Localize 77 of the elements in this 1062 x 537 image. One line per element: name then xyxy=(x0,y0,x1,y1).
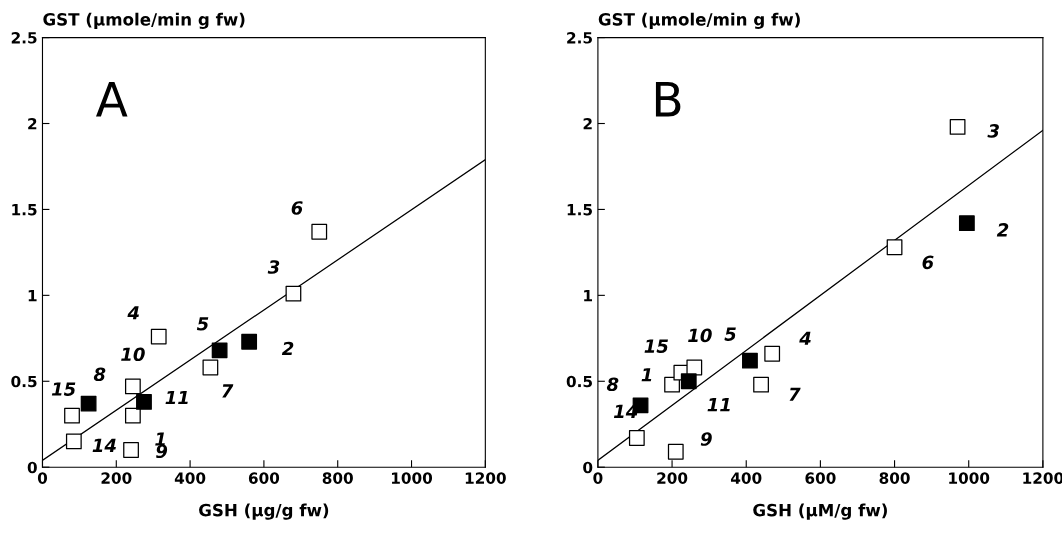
y-tick-label: 2.5 xyxy=(11,32,37,44)
annotation: 8 xyxy=(93,367,106,382)
y-tick-label: 1.5 xyxy=(567,204,592,216)
point xyxy=(764,345,781,362)
point xyxy=(949,119,966,135)
point xyxy=(241,333,258,350)
annotation: 5 xyxy=(724,327,736,341)
y-tick-label: 1 xyxy=(28,290,37,302)
point xyxy=(124,378,141,395)
annotation: 4 xyxy=(127,306,139,320)
y-axis-title: GST (µmole/min g fw) xyxy=(598,12,800,29)
text: B xyxy=(655,82,681,117)
x-tick-label: 1200 xyxy=(465,472,506,484)
annotation: 6 xyxy=(922,255,934,270)
annotation: 10 xyxy=(121,347,145,362)
point xyxy=(311,223,328,240)
y-tick-label: 0.5 xyxy=(11,375,37,388)
point xyxy=(64,407,80,424)
y-tick-label: 0 xyxy=(27,461,37,474)
point xyxy=(667,443,684,460)
point xyxy=(753,376,769,393)
x-axis-title: GSH (µM/g fw) xyxy=(753,503,887,520)
annotation: 3 xyxy=(987,124,999,138)
point xyxy=(742,352,758,369)
point xyxy=(211,342,228,359)
annotation: 7 xyxy=(789,387,801,401)
x-tick-label: 1000 xyxy=(949,472,990,484)
point xyxy=(285,285,302,302)
x-tick-label: 600 xyxy=(248,472,280,484)
y-tick-label: 0 xyxy=(583,461,593,474)
point xyxy=(202,359,219,376)
x-tick-label: 600 xyxy=(805,472,836,484)
annotation: 8 xyxy=(606,377,619,392)
annotation: 2 xyxy=(281,341,294,356)
x-tick-label: 200 xyxy=(657,472,688,484)
y-tick-label: 0.5 xyxy=(566,375,592,388)
point xyxy=(628,430,645,446)
y-tick-label: 1.5 xyxy=(12,204,37,216)
x-tick-label: 400 xyxy=(174,472,206,484)
text: A xyxy=(95,82,128,117)
point xyxy=(136,393,152,410)
y-tick-label: 1 xyxy=(584,290,592,302)
point xyxy=(80,395,97,412)
point xyxy=(124,407,141,424)
x-tick-label: 800 xyxy=(879,472,910,484)
annotation: 11 xyxy=(165,390,188,405)
y-tick-label: 2 xyxy=(28,117,37,130)
annotation: 11 xyxy=(707,398,730,412)
x-tick-label: 400 xyxy=(730,472,762,484)
annotation: 1 xyxy=(641,368,652,382)
point xyxy=(123,442,139,458)
annotation: 9 xyxy=(700,432,712,446)
annotation: 15 xyxy=(51,382,76,396)
annotation: 3 xyxy=(267,260,280,274)
point xyxy=(150,328,167,345)
point xyxy=(958,215,975,232)
x-tick-label: 800 xyxy=(322,472,353,484)
x-tick-label: 200 xyxy=(101,472,132,484)
y-tick-label: 2.5 xyxy=(567,32,592,44)
point xyxy=(65,433,82,450)
annotation: 9 xyxy=(156,444,168,459)
annotation: 2 xyxy=(996,223,1009,237)
annotation: 10 xyxy=(688,328,712,343)
annotation: 7 xyxy=(222,384,234,398)
annotation: 14 xyxy=(92,438,116,452)
x-axis-title: GSH (µg/g fw) xyxy=(199,503,329,520)
point xyxy=(680,373,697,390)
y-tick-label: 2 xyxy=(583,117,592,130)
annotation: 6 xyxy=(291,201,303,215)
annotation: 5 xyxy=(196,317,209,331)
x-tick-label: 0 xyxy=(37,472,48,484)
point xyxy=(886,239,903,256)
annotation: 4 xyxy=(799,331,811,345)
y-axis-title: GST (µmole/min g fw) xyxy=(43,12,245,29)
x-tick-label: 0 xyxy=(593,472,603,484)
x-tick-label: 1000 xyxy=(391,472,433,484)
annotation: 15 xyxy=(644,339,668,353)
